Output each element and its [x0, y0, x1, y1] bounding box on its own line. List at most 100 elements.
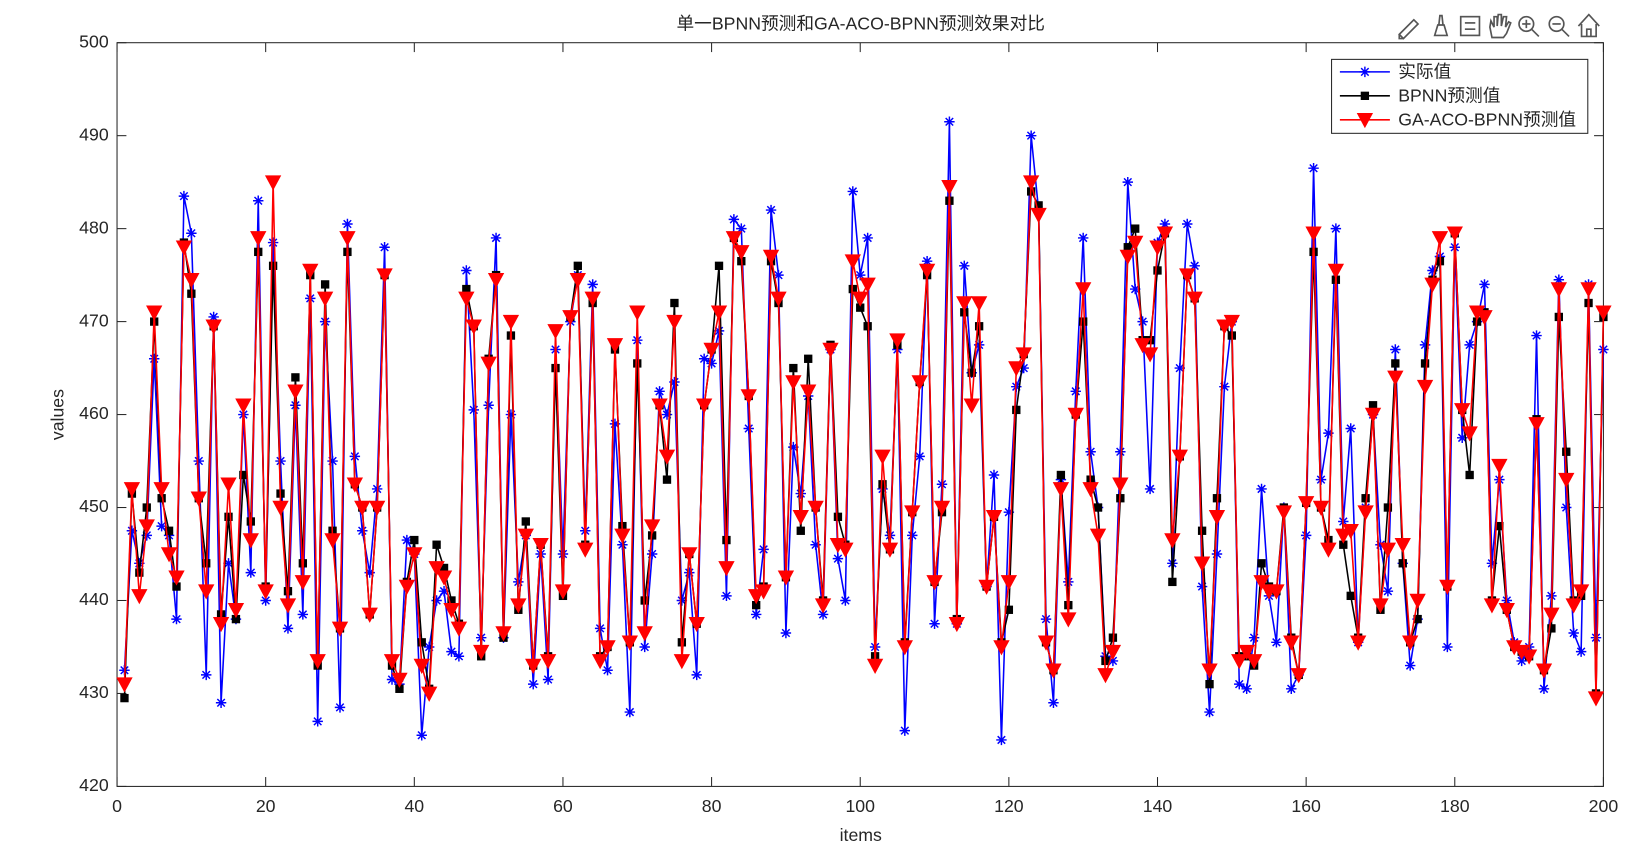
- point-marker: [1004, 605, 1014, 614]
- point-marker: [235, 398, 252, 414]
- home-tool[interactable]: [1577, 13, 1600, 38]
- point-marker: [822, 342, 839, 358]
- point-marker: [837, 542, 854, 558]
- point-marker: [852, 291, 869, 307]
- point-marker: [1300, 530, 1312, 541]
- plot-area: 0 20 40 60 80 100 120 140 160 180 200 420 430 440 450 4…: [79, 31, 1618, 816]
- point-marker: [483, 400, 494, 411]
- point-marker: [349, 451, 361, 462]
- point-marker: [320, 280, 330, 289]
- point-marker: [896, 640, 913, 656]
- point-marker: [1568, 627, 1579, 639]
- point-marker: [398, 579, 416, 595]
- point-marker: [736, 223, 747, 234]
- point-marker: [1204, 706, 1215, 718]
- point-marker: [461, 265, 472, 276]
- point-marker: [1330, 223, 1342, 234]
- point-marker: [438, 585, 450, 597]
- point-marker: [1391, 359, 1400, 368]
- point-marker: [1368, 401, 1378, 410]
- point-marker: [275, 455, 286, 467]
- point-marker: [1290, 668, 1307, 684]
- point-marker: [172, 582, 181, 591]
- x-tick-label: 140: [1143, 796, 1173, 816]
- point-marker: [1056, 470, 1066, 480]
- point-marker: [1345, 423, 1356, 434]
- zoom-in-tool[interactable]: [1518, 15, 1540, 38]
- point-marker: [785, 375, 802, 391]
- point-marker: [413, 658, 430, 674]
- point-marker: [1420, 359, 1430, 368]
- point-marker: [847, 186, 859, 197]
- point-marker: [131, 589, 148, 605]
- point-marker: [1238, 644, 1255, 661]
- point-marker: [148, 353, 160, 364]
- point-marker: [331, 621, 349, 637]
- point-marker: [202, 559, 211, 568]
- point-marker: [505, 409, 517, 420]
- point-marker: [728, 214, 740, 225]
- point-marker: [287, 384, 304, 400]
- point-marker: [740, 389, 757, 405]
- point-marker: [1149, 240, 1166, 256]
- point-marker: [1531, 330, 1542, 341]
- point-marker: [562, 310, 579, 326]
- toolbar[interactable]: [1398, 13, 1600, 40]
- y-tick-label: 460: [79, 403, 109, 423]
- point-marker: [312, 716, 323, 727]
- point-marker: [1257, 559, 1266, 568]
- point-marker: [788, 441, 799, 453]
- point-marker: [658, 449, 676, 465]
- point-marker: [242, 533, 259, 549]
- point-marker: [1356, 113, 1374, 129]
- pan-tool[interactable]: [1489, 13, 1512, 39]
- point-marker: [777, 570, 795, 586]
- point-marker: [1465, 470, 1474, 480]
- point-marker: [856, 303, 865, 312]
- point-marker: [1231, 654, 1248, 670]
- point-marker: [762, 249, 780, 265]
- point-marker: [614, 528, 631, 544]
- point-marker: [921, 255, 933, 267]
- point-marker: [874, 449, 891, 465]
- point-marker: [439, 563, 449, 573]
- point-marker: [502, 314, 520, 330]
- point-marker: [316, 291, 334, 307]
- point-marker: [1063, 576, 1074, 588]
- point-marker: [487, 272, 505, 289]
- point-marker: [1382, 585, 1394, 597]
- point-marker: [447, 596, 456, 605]
- point-marker: [1070, 386, 1081, 397]
- point-marker: [899, 725, 911, 736]
- point-marker: [267, 237, 279, 248]
- brush-tool[interactable]: [1433, 14, 1449, 37]
- point-marker: [1283, 635, 1300, 651]
- point-marker: [1253, 575, 1270, 591]
- point-marker: [959, 260, 970, 272]
- legend-tool[interactable]: [1459, 15, 1481, 37]
- point-marker: [948, 616, 966, 633]
- point-marker: [1346, 591, 1355, 601]
- edit-tool[interactable]: [1398, 18, 1420, 40]
- point-marker: [1093, 503, 1103, 512]
- point-marker: [1409, 593, 1426, 609]
- point-marker: [1015, 347, 1032, 363]
- point-marker: [1339, 540, 1348, 549]
- point-marker: [752, 600, 761, 610]
- point-marker: [450, 621, 468, 637]
- point-marker: [1067, 407, 1084, 423]
- point-marker: [294, 575, 311, 591]
- point-marker: [918, 263, 936, 279]
- point-marker: [773, 269, 784, 281]
- point-marker: [1000, 575, 1018, 591]
- point-marker: [1193, 556, 1211, 572]
- point-marker: [1590, 632, 1602, 643]
- point-marker: [528, 678, 539, 690]
- point-marker: [1305, 226, 1322, 242]
- zoom-out-tool[interactable]: [1548, 15, 1570, 38]
- point-marker: [1077, 232, 1089, 244]
- point-marker: [1483, 598, 1501, 614]
- point-marker: [1145, 336, 1155, 345]
- point-marker: [146, 305, 163, 321]
- x-tick-label: 80: [702, 796, 722, 816]
